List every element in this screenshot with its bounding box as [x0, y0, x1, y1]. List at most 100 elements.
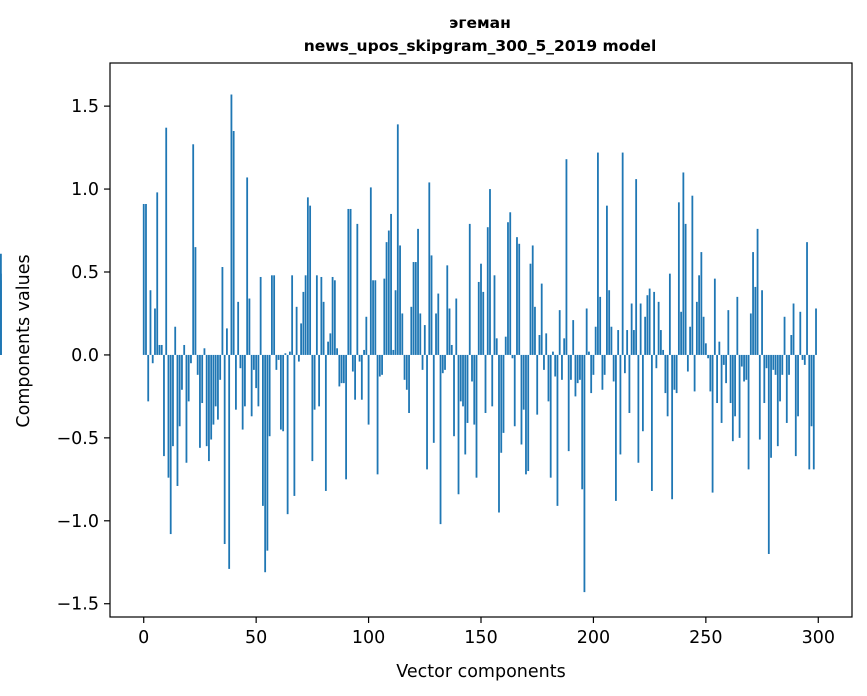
bar: [520, 354, 523, 445]
bar: [275, 354, 278, 370]
bar: [662, 349, 665, 355]
bar: [473, 354, 476, 425]
bar: [154, 308, 156, 355]
bar: [491, 354, 494, 407]
bar: [806, 242, 808, 355]
bar: [597, 152, 599, 355]
bar: [621, 152, 624, 355]
bar: [668, 273, 671, 355]
bar: [414, 262, 417, 355]
bar: [725, 354, 727, 384]
bar: [641, 354, 644, 432]
bar: [680, 311, 683, 355]
bar: [372, 280, 374, 355]
bar: [464, 354, 467, 455]
bar: [217, 354, 219, 420]
bar: [381, 354, 383, 375]
bar: [772, 354, 775, 370]
bar: [633, 330, 635, 355]
bar: [628, 354, 631, 413]
bar: [754, 286, 757, 355]
bar: [536, 354, 539, 415]
bar: [736, 296, 739, 355]
bar: [199, 354, 201, 448]
bar: [417, 228, 419, 355]
x-axis-ticks: 0 50 100 150 200 250 300: [138, 617, 835, 648]
bar: [538, 335, 541, 355]
bar: [441, 354, 444, 374]
bar: [284, 353, 287, 355]
bar: [226, 328, 228, 355]
bar: [0, 280, 2, 355]
bar: [495, 338, 498, 355]
bar: [351, 354, 354, 372]
bar: [803, 354, 806, 365]
bar: [142, 203, 145, 355]
bar: [513, 354, 516, 427]
bar: [552, 351, 554, 355]
bar: [585, 308, 588, 355]
bar: [790, 335, 793, 355]
bar: [437, 293, 440, 355]
bar: [295, 306, 298, 355]
bar: [722, 354, 725, 365]
bar: [228, 354, 231, 569]
x-tick-label: 0: [138, 628, 149, 648]
bar: [543, 354, 545, 370]
bar: [734, 354, 736, 417]
bar: [306, 197, 309, 355]
bar: [257, 354, 260, 407]
bar: [812, 354, 815, 470]
bar: [516, 237, 518, 355]
bar: [419, 313, 422, 355]
bar: [358, 354, 361, 362]
bar: [360, 354, 363, 400]
bar: [603, 354, 606, 375]
bar: [565, 159, 568, 355]
bar: [282, 354, 285, 432]
bar: [583, 354, 586, 593]
y-tick-label: 1.5: [71, 97, 99, 117]
bar: [727, 310, 730, 355]
bar: [610, 326, 613, 355]
bar: [707, 354, 709, 359]
bar: [160, 344, 163, 355]
bar: [677, 202, 680, 355]
bar: [554, 354, 557, 377]
bar: [410, 306, 413, 355]
bar: [720, 354, 723, 423]
bar: [718, 341, 721, 355]
bar: [446, 265, 449, 355]
bar: [615, 354, 617, 501]
bar: [311, 354, 314, 462]
bar: [518, 243, 521, 355]
bar: [403, 354, 406, 380]
bar: [747, 354, 750, 470]
bar: [210, 354, 213, 440]
bar: [237, 301, 240, 355]
bar: [374, 280, 377, 355]
bar: [426, 354, 428, 470]
bar: [801, 354, 804, 360]
bar: [713, 278, 716, 355]
bar: [693, 354, 696, 392]
bar: [304, 275, 307, 355]
bar: [653, 291, 656, 355]
bar: [671, 354, 674, 500]
bar: [333, 280, 336, 355]
bar: [165, 127, 168, 355]
bar: [774, 354, 777, 375]
bar: [799, 311, 802, 355]
bar: [340, 354, 343, 384]
bar: [644, 316, 647, 355]
bar: [322, 301, 325, 355]
bar: [702, 316, 705, 355]
bar: [363, 349, 365, 355]
bar: [324, 354, 327, 491]
bar: [457, 354, 460, 495]
bar: [268, 354, 271, 437]
bar: [601, 354, 604, 390]
bar: [394, 290, 397, 355]
bar: [349, 208, 352, 355]
bar: [223, 354, 226, 545]
